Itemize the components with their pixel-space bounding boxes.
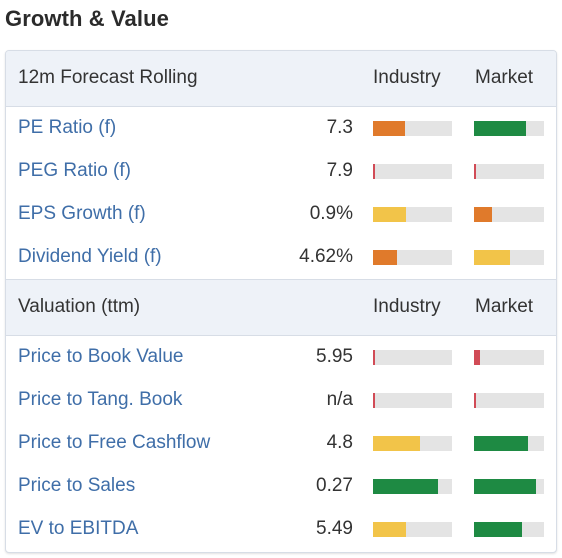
industry-bar-fill [373,164,376,179]
section-title: 12m Forecast Rolling [18,67,198,88]
metric-row-dividend-yield: Dividend Yield (f) 4.62% [6,236,556,279]
market-bar [474,250,544,265]
metric-value: 4.62% [299,246,353,267]
market-bar-fill [474,522,523,537]
metric-link[interactable]: Price to Book Value [18,346,184,367]
page-title: Growth & Value [5,6,169,31]
metric-link[interactable]: Dividend Yield (f) [18,246,162,267]
industry-bar [373,121,452,136]
metric-link[interactable]: Price to Sales [18,475,136,496]
section-header-forecast: 12m Forecast Rolling Industry Market [6,51,556,107]
industry-bar [373,250,452,265]
metric-value: n/a [326,389,353,410]
market-bar [474,164,544,179]
industry-bar-fill [373,522,407,537]
metric-link[interactable]: Price to Free Cashflow [18,432,211,453]
market-bar-fill [474,207,492,222]
market-bar-fill [474,121,526,136]
metric-value: 7.3 [326,117,353,138]
market-bar [474,350,544,365]
market-bar-fill [474,436,528,451]
metric-value: 0.9% [309,203,353,224]
market-bar [474,207,544,222]
industry-bar-fill [373,350,376,365]
industry-bar-fill [373,393,376,408]
industry-bar [373,479,452,494]
column-header-industry: Industry [373,67,441,88]
industry-bar-fill [373,479,438,494]
industry-bar [373,350,452,365]
growth-value-card: 12m Forecast Rolling Industry Market PE … [5,50,557,553]
metric-row-peg-ratio: PEG Ratio (f) 7.9 [6,150,556,193]
metric-row-ev-to-ebitda: EV to EBITDA 5.49 [6,508,556,551]
metric-link[interactable]: Price to Tang. Book [18,389,183,410]
column-header-market: Market [475,67,534,88]
industry-bar-fill [373,250,397,265]
market-bar-fill [474,164,477,179]
metric-value: 0.27 [316,475,353,496]
industry-bar [373,393,452,408]
metric-value: 5.49 [316,518,353,539]
market-bar-fill [474,479,537,494]
market-bar [474,436,544,451]
market-bar [474,121,544,136]
metric-value: 4.8 [326,432,353,453]
column-header-industry: Industry [373,296,441,317]
industry-bar-fill [373,436,421,451]
market-bar-fill [474,393,477,408]
industry-bar [373,436,452,451]
metric-row-eps-growth: EPS Growth (f) 0.9% [6,193,556,236]
market-bar [474,393,544,408]
metric-row-price-to-book: Price to Book Value 5.95 [6,336,556,379]
industry-bar [373,207,452,222]
metric-row-price-to-free-cashflow: Price to Free Cashflow 4.8 [6,422,556,465]
metric-row-pe-ratio: PE Ratio (f) 7.3 [6,107,556,150]
column-header-market: Market [475,296,534,317]
market-bar-fill [474,250,511,265]
industry-bar-fill [373,207,407,222]
metric-row-price-to-tang-book: Price to Tang. Book n/a [6,379,556,422]
industry-bar [373,522,452,537]
metric-value: 5.95 [316,346,353,367]
metric-value: 7.9 [326,160,353,181]
metric-row-price-to-sales: Price to Sales 0.27 [6,465,556,508]
industry-bar-fill [373,121,405,136]
metric-link[interactable]: EV to EBITDA [18,518,139,539]
section-header-valuation: Valuation (ttm) Industry Market [6,279,556,336]
market-bar [474,522,544,537]
section-title: Valuation (ttm) [18,296,141,317]
metric-link[interactable]: EPS Growth (f) [18,203,146,224]
metric-link[interactable]: PEG Ratio (f) [18,160,131,181]
metric-link[interactable]: PE Ratio (f) [18,117,117,138]
market-bar-fill [474,350,481,365]
market-bar [474,479,544,494]
industry-bar [373,164,452,179]
